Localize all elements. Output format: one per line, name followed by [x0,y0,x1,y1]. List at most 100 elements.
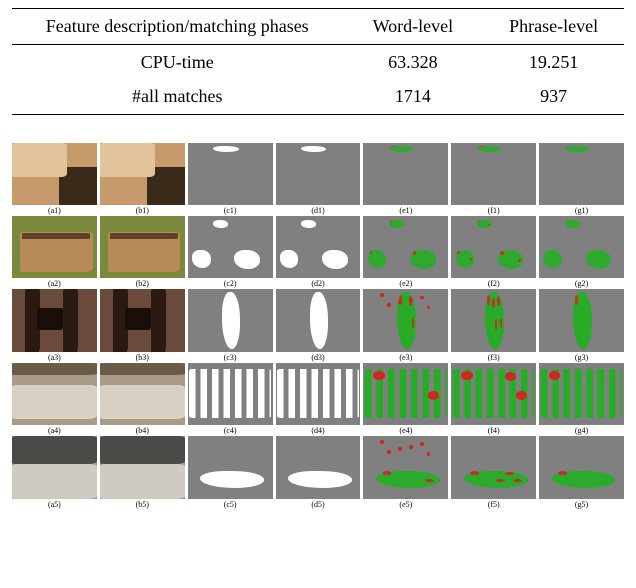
figure-tile: (c3) [188,289,273,361]
photo-tile [100,436,185,498]
tile-caption: (c4) [224,426,237,435]
figure-tile: (g5) [539,436,624,508]
mask-tile-color [451,436,536,498]
figure-row: (a2) (b2) (c2) (d2) (e2) (f2) (g2) [12,216,624,288]
mask-tile-color [451,363,536,425]
tile-caption: (f4) [488,426,500,435]
tile-caption: (a5) [48,500,61,509]
tile-caption: (g4) [575,426,588,435]
mask-tile-white [276,289,361,351]
figure-tile: (g2) [539,216,624,288]
row-word: 63.328 [342,45,483,80]
photo-tile [12,436,97,498]
tile-caption: (b2) [136,279,149,288]
mask-tile-color [363,289,448,351]
comparison-table: Feature description/matching phases Word… [12,8,624,115]
figure-tile: (c5) [188,436,273,508]
tile-caption: (b4) [136,426,149,435]
tile-caption: (c1) [224,206,237,215]
tile-caption: (b3) [136,353,149,362]
figure-tile: (a2) [12,216,97,288]
figure-grid: (a1) (b1) (c1) (d1) (e1) (f1) (g1) (a2) (b2) (c2)… [12,143,624,509]
mask-tile-color [363,363,448,425]
figure-tile: (d4) [276,363,361,435]
figure-row: (a4) (b4) (c4) (d4) (e4) (f4) (g4) [12,363,624,435]
figure-tile: (f3) [451,289,536,361]
tile-caption: (c3) [224,353,237,362]
tile-caption: (g3) [575,353,588,362]
tile-caption: (f2) [488,279,500,288]
header-word: Word-level [342,9,483,44]
figure-tile: (f5) [451,436,536,508]
mask-tile-color [539,143,624,205]
tile-caption: (e4) [399,426,412,435]
table-body: CPU-time 63.328 19.251 #all matches 1714… [12,45,624,114]
photo-tile [100,216,185,278]
figure-tile: (e4) [363,363,448,435]
tile-caption: (e2) [399,279,412,288]
header-desc: Feature description/matching phases [12,9,342,44]
figure-tile: (b2) [100,216,185,288]
figure-tile: (e3) [363,289,448,361]
photo-tile [100,363,185,425]
tile-caption: (d1) [311,206,324,215]
figure-tile: (b3) [100,289,185,361]
figure-row: (a1) (b1) (c1) (d1) (e1) (f1) (g1) [12,143,624,215]
photo-tile [12,289,97,351]
figure-tile: (c4) [188,363,273,435]
mask-tile-white [276,143,361,205]
figure-row: (a3) (b3) (c3) (d3) (e3) (f3) (g3) [12,289,624,361]
row-phrase: 937 [483,79,624,114]
mask-tile-color [539,363,624,425]
mask-tile-color [539,289,624,351]
figure-tile: (g1) [539,143,624,215]
mask-tile-white [276,436,361,498]
mask-tile-white [188,436,273,498]
figure-tile: (e2) [363,216,448,288]
tile-caption: (e5) [399,500,412,509]
figure-tile: (a1) [12,143,97,215]
row-word: 1714 [342,79,483,114]
figure-tile: (a4) [12,363,97,435]
tile-caption: (d3) [311,353,324,362]
figure-tile: (d2) [276,216,361,288]
mask-tile-white [188,143,273,205]
mask-tile-white [276,363,361,425]
tile-caption: (b5) [136,500,149,509]
mask-tile-color [451,216,536,278]
photo-tile [100,143,185,205]
tile-caption: (g5) [575,500,588,509]
tile-caption: (d4) [311,426,324,435]
figure-tile: (b1) [100,143,185,215]
figure-tile: (c1) [188,143,273,215]
figure-tile: (b5) [100,436,185,508]
figure-tile: (d1) [276,143,361,215]
tile-caption: (c5) [224,500,237,509]
figure-tile: (f1) [451,143,536,215]
mask-tile-color [539,436,624,498]
mask-tile-color [539,216,624,278]
mask-tile-color [451,289,536,351]
tile-caption: (a3) [48,353,61,362]
table-row: CPU-time 63.328 19.251 [12,45,624,80]
photo-tile [12,143,97,205]
tile-caption: (a2) [48,279,61,288]
tile-caption: (g2) [575,279,588,288]
mask-tile-white [188,216,273,278]
tile-caption: (f1) [488,206,500,215]
row-label: CPU-time [12,45,342,80]
figure-tile: (e1) [363,143,448,215]
tile-caption: (g1) [575,206,588,215]
tile-caption: (d2) [311,279,324,288]
mask-tile-white [276,216,361,278]
tile-caption: (c2) [224,279,237,288]
figure-tile: (b4) [100,363,185,435]
mask-tile-color [363,216,448,278]
tile-caption: (a1) [48,206,61,215]
tile-caption: (d5) [311,500,324,509]
figure-tile: (a3) [12,289,97,361]
figure-tile: (f4) [451,363,536,435]
mask-tile-white [188,363,273,425]
tile-caption: (e1) [399,206,412,215]
tile-caption: (f3) [488,353,500,362]
